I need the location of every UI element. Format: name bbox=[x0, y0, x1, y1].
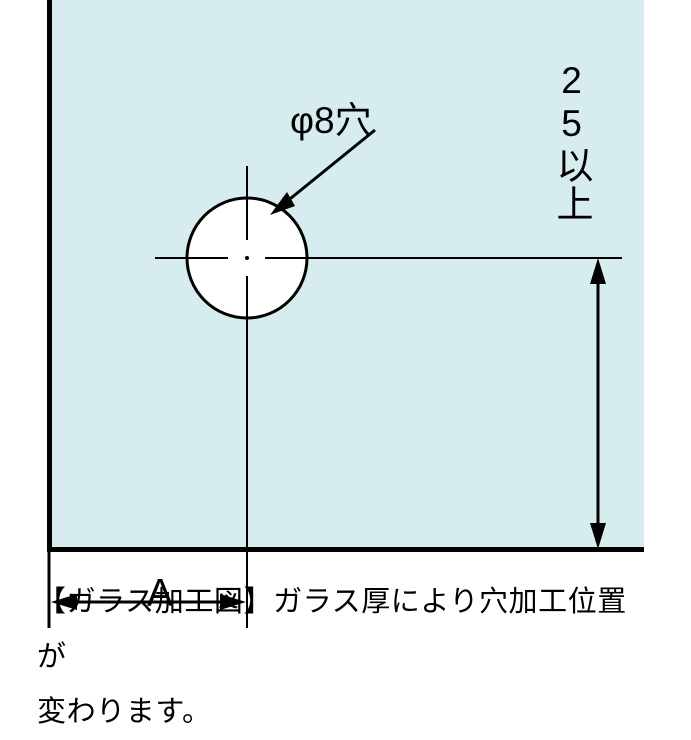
center-dot bbox=[245, 256, 249, 260]
glass-border-left bbox=[47, 0, 52, 552]
hole-label: φ8穴 bbox=[290, 90, 372, 144]
diagram-area: φ8穴 25以上 A bbox=[47, 0, 644, 552]
hole-circle bbox=[187, 198, 307, 318]
dimv-arrow-top bbox=[590, 258, 606, 284]
dimv-arrow-bot bbox=[590, 523, 606, 549]
dimv-label: 25以上 bbox=[544, 60, 598, 223]
caption: 【ガラス加工図】ガラス厚により穴加工位置が 変わります。 bbox=[37, 575, 654, 740]
glass-border-bottom bbox=[47, 547, 644, 552]
caption-prefix: 【ガラス加工図】 bbox=[37, 586, 273, 618]
caption-body2: 変わります。 bbox=[37, 696, 212, 728]
leader-arrow bbox=[270, 192, 295, 215]
